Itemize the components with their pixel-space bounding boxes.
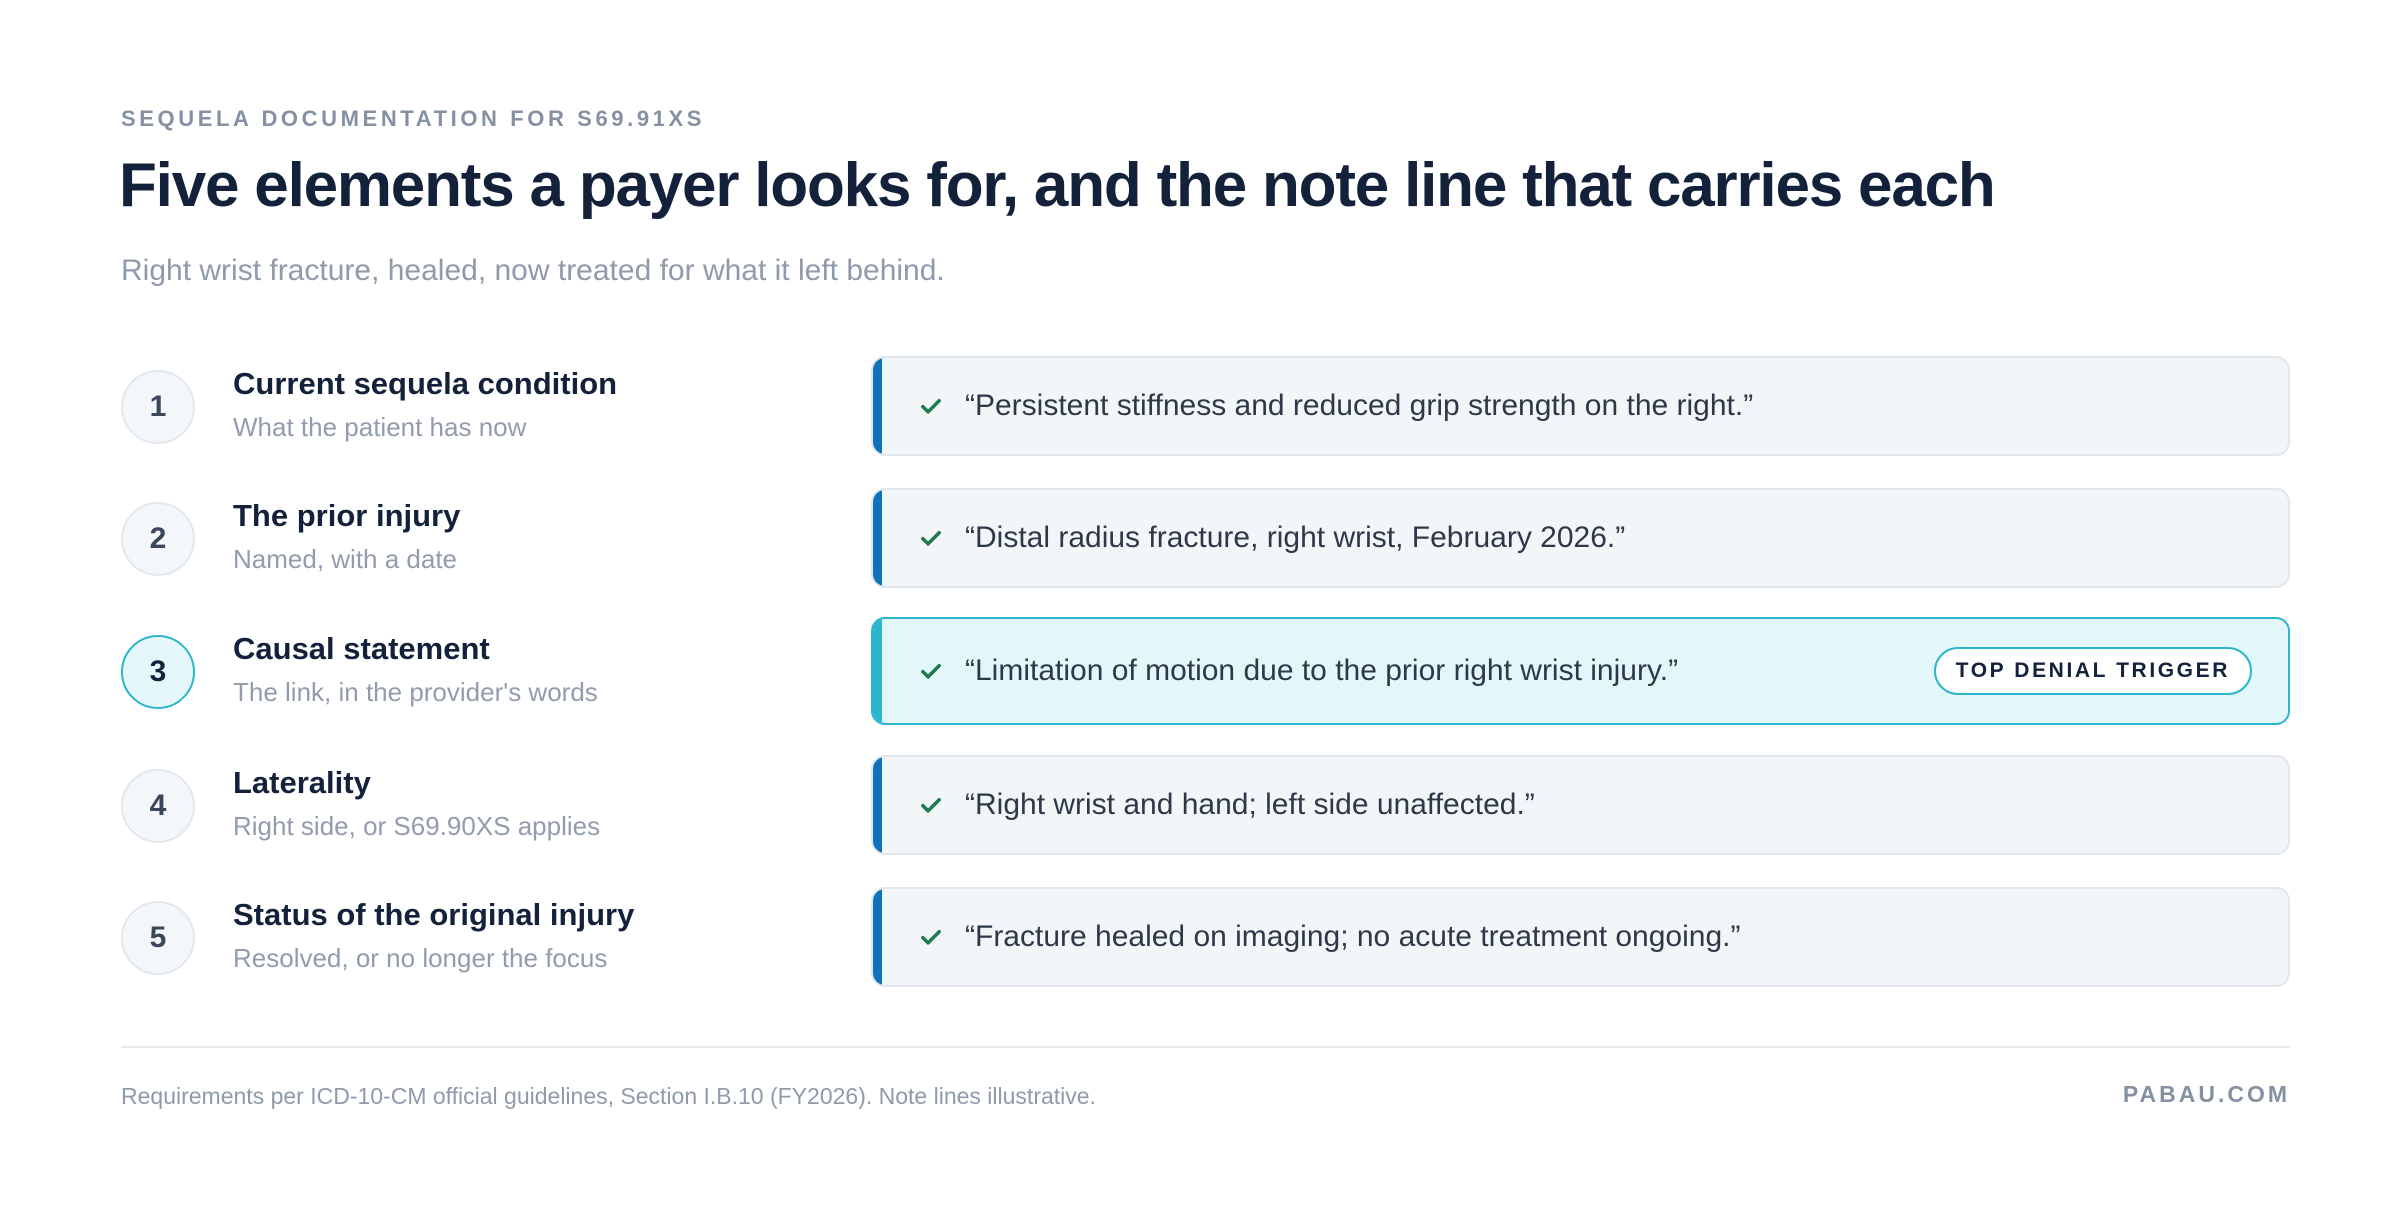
check-icon (921, 399, 941, 414)
element-row-4: 4 Laterality Right side, or S69.90XS app… (0, 755, 2400, 859)
page-subtitle: Right wrist fracture, healed, now treate… (121, 254, 945, 287)
brand-wordmark: PABAU.COM (2122, 1081, 2290, 1107)
element-row-5: 5 Status of the original injury Resolved… (0, 887, 2400, 991)
note-line-card: “Fracture healed on imaging; no acute tr… (871, 887, 2290, 987)
step-number: 1 (121, 370, 195, 444)
element-row-2: 2 The prior injury Named, with a date “D… (0, 488, 2400, 592)
check-icon (921, 664, 941, 679)
note-line-card: “Right wrist and hand; left side unaffec… (871, 755, 2290, 855)
element-label: Laterality (233, 765, 371, 800)
note-line-text: “Right wrist and hand; left side unaffec… (965, 788, 1535, 821)
element-description: What the patient has now (233, 412, 527, 442)
note-line-text: “Persistent stiffness and reduced grip s… (965, 389, 1754, 422)
element-row-3: 3 Causal statement The link, in the prov… (0, 617, 2400, 725)
eyebrow: SEQUELA DOCUMENTATION FOR S69.91XS (121, 106, 706, 131)
check-icon (921, 531, 941, 546)
note-line-text: “Distal radius fracture, right wrist, Fe… (965, 521, 1626, 554)
step-number: 2 (121, 502, 195, 576)
note-line-card-highlighted: “Limitation of motion due to the prior r… (871, 617, 2290, 725)
note-line-card: “Distal radius fracture, right wrist, Fe… (871, 488, 2290, 588)
step-number: 5 (121, 901, 195, 975)
element-label: Status of the original injury (233, 897, 635, 932)
denial-trigger-badge: TOP DENIAL TRIGGER (1933, 647, 2252, 695)
element-description: Named, with a date (233, 544, 458, 574)
element-description: Right side, or S69.90XS applies (233, 811, 601, 841)
page-title: Five elements a payer looks for, and the… (119, 151, 1996, 220)
element-description: Resolved, or no longer the focus (233, 943, 608, 973)
element-label: Current sequela condition (233, 366, 618, 401)
element-row-1: 1 Current sequela condition What the pat… (0, 356, 2400, 460)
check-icon (921, 798, 941, 813)
note-line-text: “Fracture healed on imaging; no acute tr… (965, 920, 1741, 953)
step-number: 3 (121, 635, 195, 709)
element-label: Causal statement (233, 631, 490, 666)
note-line-card: “Persistent stiffness and reduced grip s… (871, 356, 2290, 456)
step-number: 4 (121, 769, 195, 843)
note-line-text: “Limitation of motion due to the prior r… (965, 654, 1679, 687)
footer-divider (121, 1046, 2290, 1048)
footnote: Requirements per ICD-10-CM official guid… (121, 1083, 1096, 1109)
check-icon (921, 930, 941, 945)
element-description: The link, in the provider's words (233, 677, 598, 707)
element-label: The prior injury (233, 498, 461, 533)
